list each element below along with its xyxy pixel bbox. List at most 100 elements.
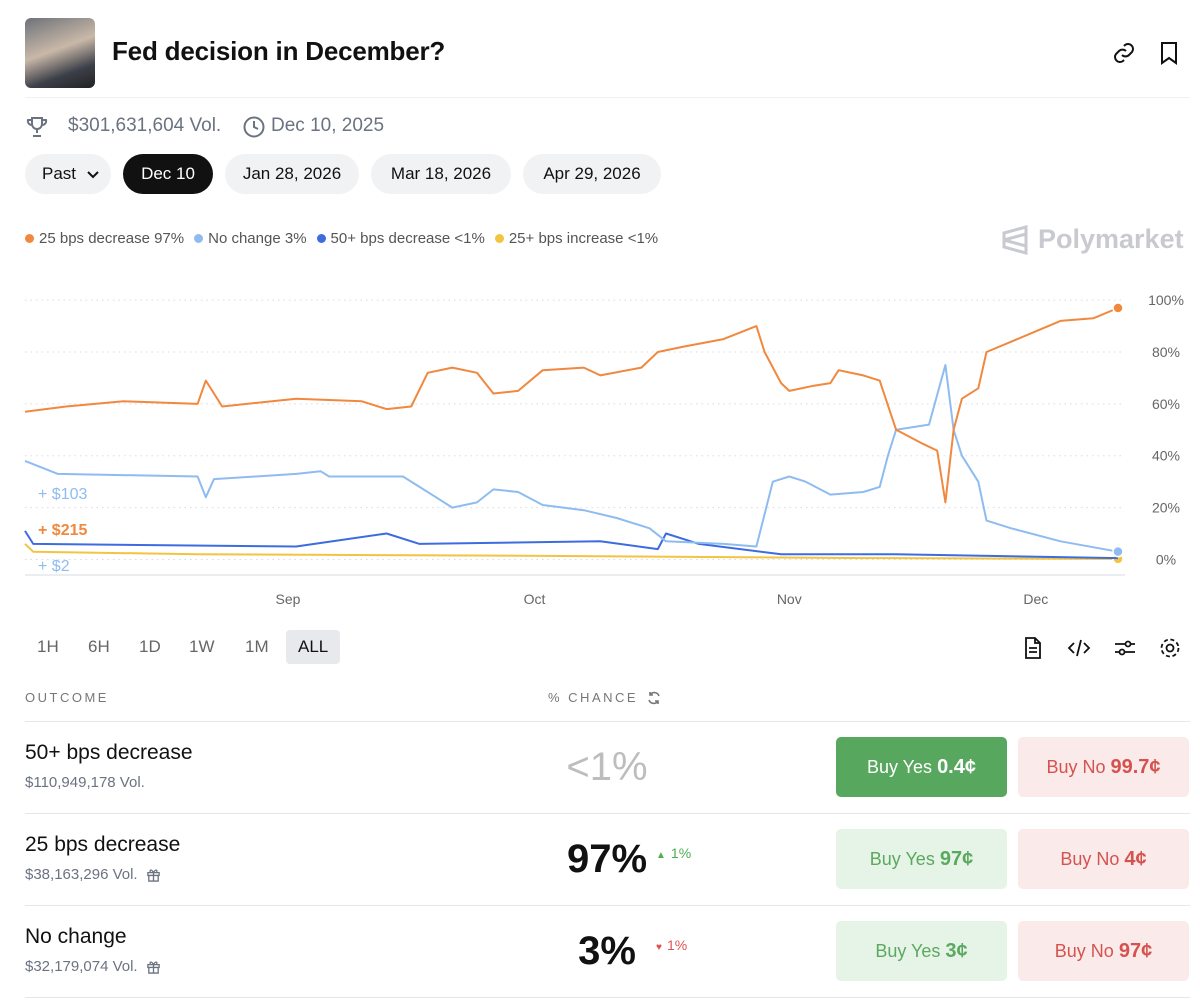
date-tab[interactable]: Apr 29, 2026 (523, 154, 661, 194)
date-tab[interactable]: Dec 10 (123, 154, 213, 194)
buy-no-label: Buy No (1060, 849, 1120, 869)
outcome-volume: $32,179,074 Vol. (25, 958, 161, 975)
trade-annotation: + $2 (38, 558, 70, 575)
filter-icon[interactable] (1113, 636, 1137, 660)
legend-name: 25 bps decrease (39, 230, 150, 247)
legend-swatch (194, 234, 204, 243)
buy-yes-button[interactable]: Buy Yes 3¢ (836, 921, 1007, 981)
series-line (24, 307, 1119, 504)
range-button[interactable]: 1M (245, 637, 269, 656)
legend-name: No change (208, 230, 281, 247)
brand-logo: Polymarket (1000, 224, 1184, 255)
chevron (87, 171, 99, 179)
legend-swatch (25, 234, 34, 243)
buy-yes-button[interactable]: Buy Yes 97¢ (836, 829, 1007, 889)
range-button[interactable]: ALL (286, 630, 341, 664)
x-tick-label: Nov (777, 591, 802, 607)
legend-item: 25 bps decrease 97% (25, 230, 184, 247)
market-title: Fed decision in December? (112, 36, 446, 66)
date-tab[interactable]: Jan 28, 2026 (225, 154, 359, 194)
y-tick-label: 40% (1152, 448, 1180, 464)
date-tab[interactable]: Past (25, 154, 111, 194)
chance-change: ▲ 1% (656, 845, 691, 861)
range-button[interactable]: 1W (189, 637, 215, 656)
end-date: Dec 10, 2025 (271, 115, 385, 136)
outcome-header: OUTCOME (25, 690, 109, 705)
chance-change: ♥ 1% (656, 937, 687, 953)
clock-icon (243, 116, 265, 138)
row-divider (25, 905, 1190, 906)
legend-value: <1% (627, 230, 659, 247)
legend-swatch (316, 234, 326, 243)
refresh-icon[interactable] (646, 690, 662, 706)
reward-icon (146, 869, 160, 882)
y-tick-label: 100% (1148, 292, 1184, 308)
series-line (24, 364, 1119, 553)
date-tab[interactable]: Mar 18, 2026 (371, 154, 511, 194)
buy-yes-price: 97¢ (939, 848, 974, 870)
y-tick-label: 0% (1156, 551, 1176, 567)
legend-item: 25+ bps increase <1% (494, 230, 659, 247)
embed-icon[interactable] (1067, 636, 1091, 660)
legend-value: <1% (454, 230, 485, 247)
buy-no-price: 99.7¢ (1110, 756, 1161, 778)
outcome-name: 50+ bps decrease (25, 741, 193, 764)
reward-icon (146, 961, 160, 974)
legend-value: 97% (154, 230, 185, 247)
range-button[interactable]: 1D (139, 637, 161, 656)
chance: <1% (507, 745, 707, 790)
x-tick-label: Sep (276, 591, 301, 607)
settings-icon[interactable] (1158, 636, 1182, 660)
bookmark-icon[interactable] (1158, 41, 1180, 65)
total-volume: $301,631,604 Vol. (68, 115, 222, 136)
end-dot (1112, 545, 1124, 558)
buy-no-label: Buy No (1046, 757, 1106, 777)
chance-header: % CHANCE (548, 690, 639, 705)
trade-annotation: + $103 (38, 486, 87, 503)
buy-yes-label: Buy Yes (869, 849, 935, 869)
buy-no-button[interactable]: Buy No 99.7¢ (1018, 737, 1189, 797)
brand-icon (1002, 224, 1028, 255)
row-divider (25, 997, 1190, 998)
volume-text: $110,949,178 Vol. (25, 774, 145, 791)
market-image (25, 18, 95, 88)
y-tick-label: 60% (1152, 396, 1180, 412)
buy-no-label: Buy No (1054, 941, 1114, 961)
volume-text: $38,163,296 Vol. (25, 866, 138, 883)
change-arrow: ♥ (656, 942, 662, 953)
change-arrow: ▲ (656, 850, 666, 861)
brand-name: Polymarket (1038, 224, 1184, 254)
outcome-volume: $110,949,178 Vol. (25, 774, 145, 791)
divider (25, 97, 1190, 98)
buy-yes-button[interactable]: Buy Yes 0.4¢ (836, 737, 1007, 797)
series-line (24, 543, 1119, 560)
change-value: 1% (670, 845, 692, 861)
legend: 25 bps decrease 97% No change 3% 50+ bps d… (25, 230, 658, 247)
chance: 3% (507, 929, 707, 974)
y-tick-label: 80% (1152, 344, 1180, 360)
outcome-volume: $38,163,296 Vol. (25, 866, 161, 883)
legend-value: 3% (284, 230, 307, 247)
legend-name: 50+ bps decrease (330, 230, 451, 247)
range-button[interactable]: 1H (37, 637, 59, 656)
buy-no-button[interactable]: Buy No 97¢ (1018, 921, 1189, 981)
x-tick-label: Oct (524, 591, 546, 607)
buy-yes-label: Buy Yes (866, 757, 933, 777)
range-button[interactable]: 6H (88, 637, 110, 656)
legend-item: 50+ bps decrease <1% (316, 230, 485, 247)
legend-name: 25+ bps increase (508, 230, 624, 247)
trade-annotation: + $215 (38, 522, 87, 539)
legend-item: No change 3% (194, 230, 307, 247)
chance-value: 97% (566, 837, 648, 881)
buy-yes-label: Buy Yes (875, 941, 941, 961)
buy-no-button[interactable]: Buy No 4¢ (1018, 829, 1189, 889)
outcome-name: No change (25, 925, 127, 948)
buy-no-price: 4¢ (1124, 848, 1147, 870)
doc-icon[interactable] (1022, 636, 1044, 660)
chance-value: 3% (578, 929, 636, 973)
row-divider (25, 721, 1190, 722)
buy-yes-price: 0.4¢ (937, 756, 976, 778)
buy-yes-price: 3¢ (945, 940, 968, 962)
link-icon[interactable] (1112, 40, 1136, 66)
